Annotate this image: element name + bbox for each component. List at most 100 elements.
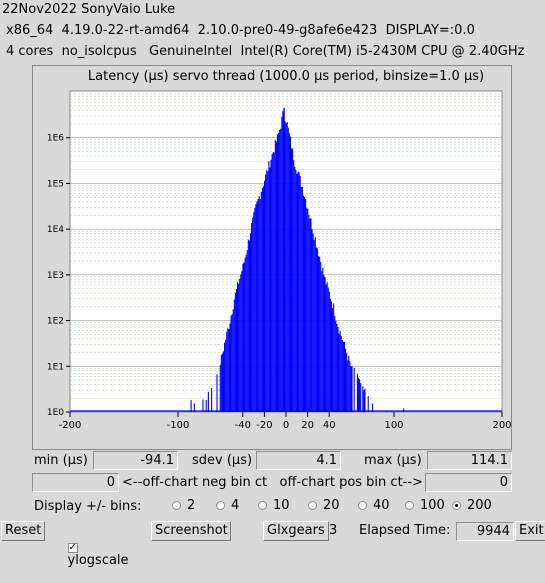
y-tick-label: 1E0 <box>47 408 64 418</box>
histogram-bar <box>263 186 264 412</box>
radio-dot-icon[interactable] <box>216 501 225 510</box>
histogram-bar <box>372 404 373 412</box>
histogram-bar <box>304 197 305 412</box>
histogram-bar <box>341 336 342 412</box>
histogram-bar <box>321 271 322 412</box>
y-tick-label: 1E4 <box>47 225 64 235</box>
histogram-bar <box>276 142 277 412</box>
bins-option-label: 4 <box>231 498 239 513</box>
histogram-svg: Latency (µs) servo thread (1000.0 µs per… <box>33 66 511 449</box>
min-value-field: -94.1 <box>93 451 178 470</box>
histogram-bar <box>288 128 289 412</box>
bins-option-200[interactable]: 200 <box>452 498 492 513</box>
histogram-bar <box>312 230 313 412</box>
sdev-value-field: 4.1 <box>256 451 341 470</box>
header-line-2: x86_64 4.19.0-22-rt-amd64 2.10.0-pre0-49… <box>6 23 475 38</box>
checkbox-check-icon[interactable]: ✓ <box>68 543 78 553</box>
histogram-bar <box>229 324 230 412</box>
histogram-bar <box>293 160 294 412</box>
histogram-bar <box>238 284 239 412</box>
radio-dot-icon[interactable] <box>172 501 181 510</box>
histogram-bar <box>241 271 242 412</box>
bins-option-2[interactable]: 2 <box>172 498 195 513</box>
histogram-bar <box>358 378 359 412</box>
histogram-bar <box>319 257 320 412</box>
x-tick-label: 100 <box>384 420 403 431</box>
screenshot-button[interactable]: Screenshot <box>151 521 231 541</box>
histogram-bar <box>368 396 369 412</box>
histogram-bar <box>299 172 300 412</box>
histogram-bar-peak <box>283 108 284 412</box>
histogram-bar <box>354 368 355 412</box>
exit-button[interactable]: Exit <box>515 521 545 541</box>
y-tick-label: 1E3 <box>47 271 64 281</box>
histogram-bar <box>308 215 309 412</box>
histogram-bar <box>280 129 281 412</box>
histogram-bar <box>357 374 358 412</box>
bins-option-label: 100 <box>420 498 445 513</box>
max-label: max (µs) <box>364 453 422 468</box>
histogram-bar <box>228 329 229 412</box>
ylogscale-checkbox[interactable]: ✓ ylogscale <box>51 523 129 583</box>
bins-option-20[interactable]: 20 <box>308 498 340 513</box>
histogram-bar <box>248 240 249 412</box>
histogram-bar <box>292 148 293 412</box>
histogram-bar <box>277 134 278 412</box>
histogram-bar <box>289 133 290 412</box>
bins-option-4[interactable]: 4 <box>216 498 239 513</box>
histogram-bar <box>224 343 225 412</box>
histogram-bar <box>254 208 255 412</box>
y-tick-label: 1E2 <box>47 317 64 327</box>
histogram-bar <box>316 248 317 412</box>
histogram-bar <box>282 111 283 412</box>
histogram-bar <box>249 240 250 412</box>
histogram-bar <box>302 187 303 412</box>
histogram-bar <box>343 342 344 412</box>
chart-title: Latency (µs) servo thread (1000.0 µs per… <box>88 69 484 84</box>
histogram-bar <box>296 174 297 412</box>
histogram-bar <box>339 334 340 412</box>
radio-dot-icon[interactable] <box>358 501 367 510</box>
histogram-bar <box>267 171 268 412</box>
radio-dot-icon[interactable] <box>258 501 267 510</box>
bins-option-10[interactable]: 10 <box>258 498 290 513</box>
histogram-bar <box>208 392 209 412</box>
histogram-bar <box>256 202 257 412</box>
histogram-bar <box>223 351 224 412</box>
histogram-bar <box>323 275 324 412</box>
glxgears-button[interactable]: Glxgears <box>263 521 329 541</box>
histogram-bar <box>231 316 232 412</box>
offchart-row: 0 <--off-chart neg bin ct off-chart pos … <box>0 473 545 494</box>
histogram-bar <box>273 152 274 412</box>
histogram-bar <box>191 400 192 412</box>
histogram-bar <box>255 204 256 412</box>
radio-dot-icon[interactable] <box>405 501 414 510</box>
histogram-bar <box>247 250 248 412</box>
histogram-bar <box>307 209 308 412</box>
histogram-bar <box>225 340 226 412</box>
bins-option-100[interactable]: 100 <box>405 498 445 513</box>
header-line-1: 22Nov2022 SonyVaio Luke <box>2 2 175 17</box>
histogram-bar <box>194 404 195 412</box>
histogram-bar <box>227 328 228 412</box>
histogram-bar <box>233 309 234 412</box>
radio-dot-icon[interactable] <box>308 501 317 510</box>
max-value-field: 114.1 <box>427 451 512 470</box>
histogram-bar <box>269 167 270 412</box>
histogram-bar <box>324 277 325 412</box>
stats-row: min (µs) -94.1 sdev (µs) 4.1 max (µs) 11… <box>0 451 545 472</box>
histogram-bar <box>346 353 347 412</box>
histogram-bar <box>206 400 207 412</box>
histogram-bar <box>240 274 241 412</box>
sdev-label: sdev (µs) <box>192 453 252 468</box>
bins-option-40[interactable]: 40 <box>358 498 390 513</box>
histogram-bar <box>253 212 254 412</box>
histogram-bar <box>250 233 251 412</box>
radio-dot-icon[interactable] <box>452 501 461 510</box>
ylogscale-label: ylogscale <box>68 553 129 568</box>
histogram-bar <box>329 292 330 412</box>
histogram-bar <box>337 327 338 412</box>
histogram-bar <box>351 366 352 412</box>
reset-button[interactable]: Reset <box>1 521 45 541</box>
